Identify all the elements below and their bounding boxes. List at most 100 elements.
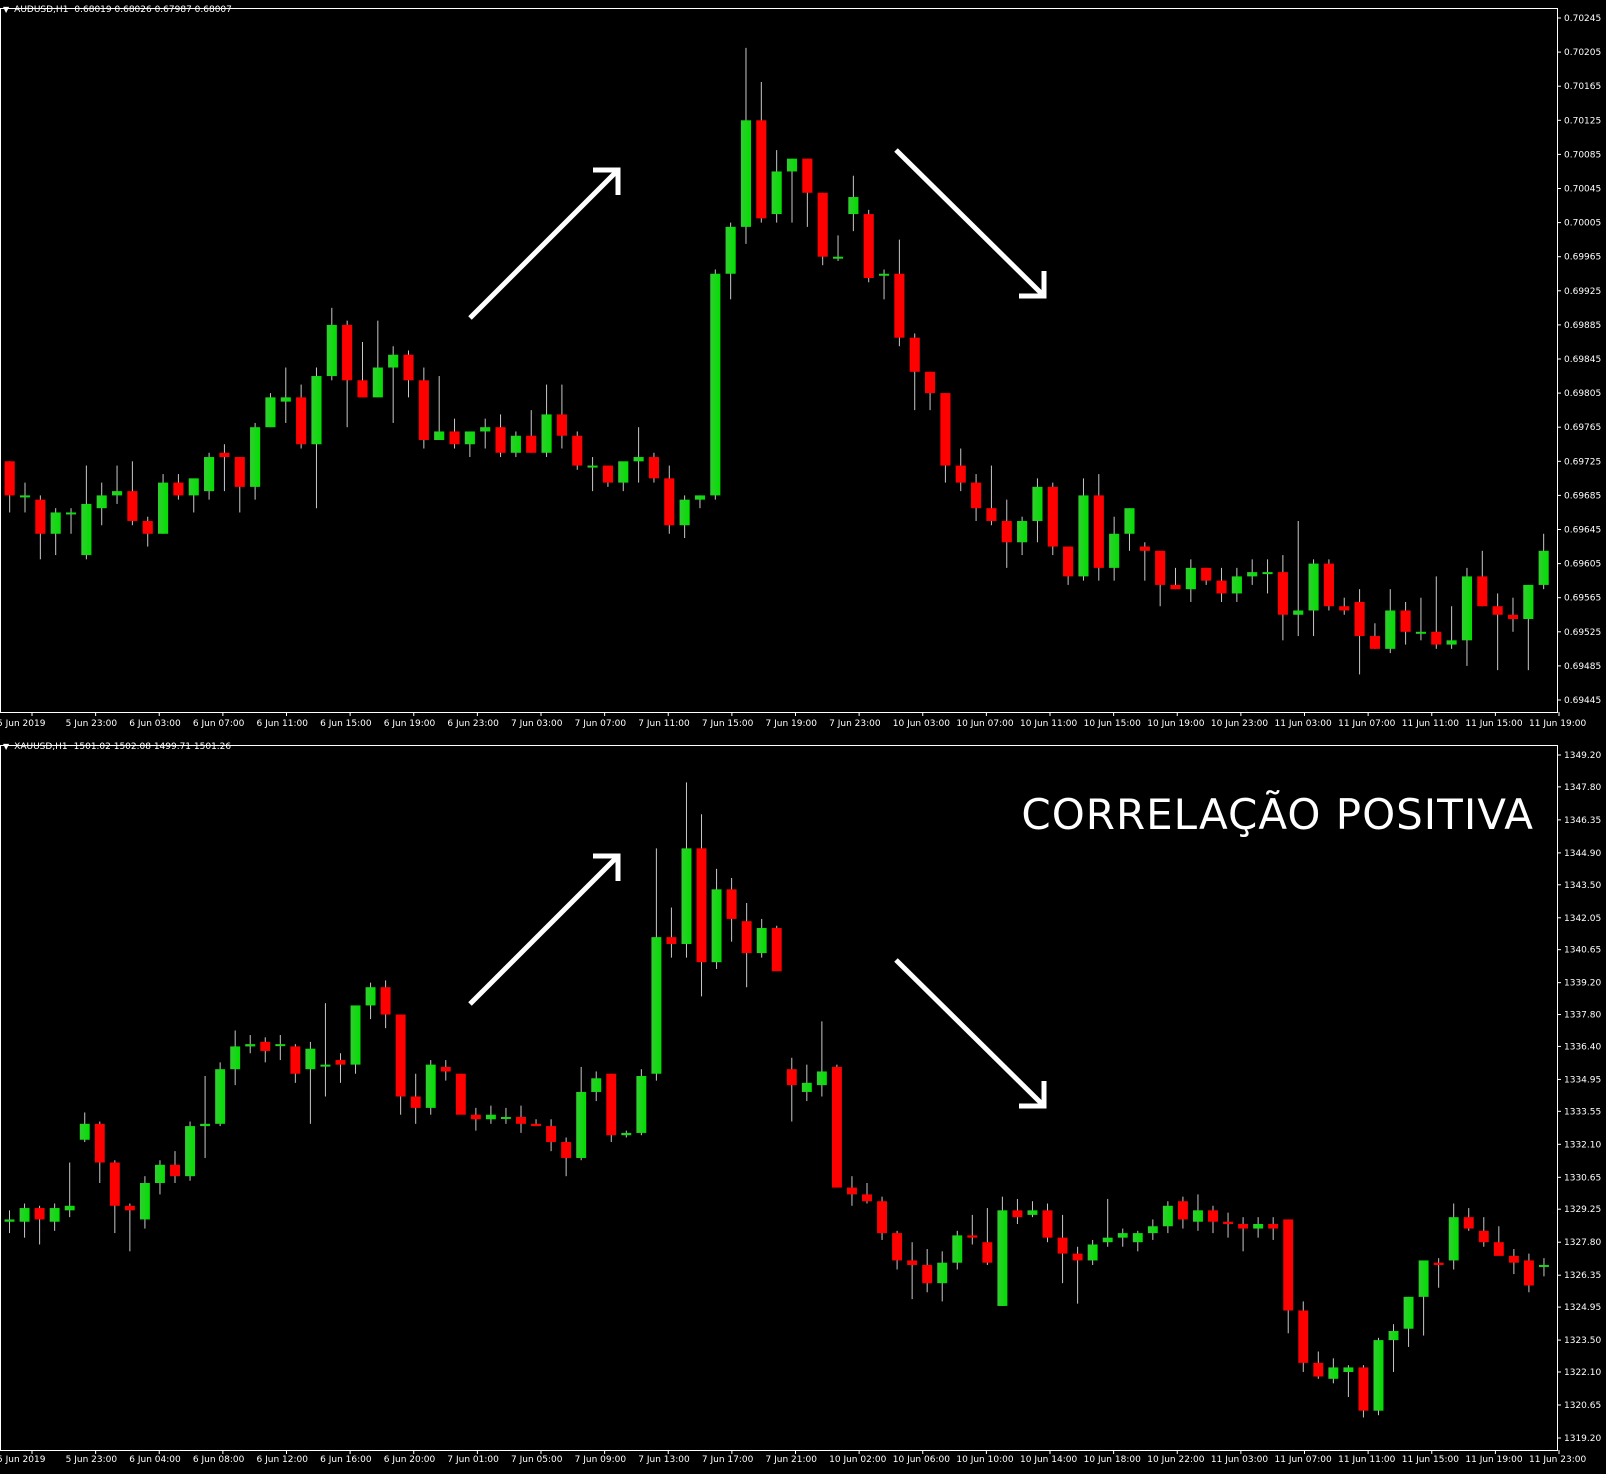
candle — [1102, 1198, 1113, 1247]
bear-candle-body — [967, 1235, 978, 1238]
candle — [388, 346, 399, 423]
bear-candle-body — [449, 431, 460, 445]
candle — [971, 474, 982, 521]
candle — [878, 269, 890, 300]
bull-candle-body — [275, 1044, 286, 1047]
bull-candle-body — [1231, 576, 1242, 594]
x-tick-label: 5 Jun 23:00 — [66, 1455, 118, 1465]
candle — [19, 1203, 30, 1238]
candle — [696, 814, 707, 997]
bull-candle-body — [1087, 1244, 1098, 1261]
bull-candle-body — [1032, 486, 1043, 521]
bear-candle-body — [1369, 636, 1380, 649]
candle — [711, 868, 722, 970]
candle — [4, 461, 15, 513]
candle — [480, 418, 491, 449]
candle — [49, 1203, 60, 1231]
bull-candle-body — [64, 1205, 75, 1211]
y-tick-label: 0.69925 — [1564, 287, 1601, 297]
bear-candle-body — [1155, 550, 1166, 585]
y-tick-label: 0.69725 — [1564, 457, 1601, 467]
candle — [1308, 559, 1319, 637]
y-tick-label: 1342.05 — [1564, 914, 1601, 924]
x-tick-label: 10 Jun 19:00 — [1147, 719, 1204, 729]
bear-candle-body — [290, 1046, 301, 1074]
bull-candle-body — [305, 1048, 316, 1070]
bull-candle-body — [618, 461, 629, 483]
bear-candle-body — [1339, 606, 1350, 611]
candle — [801, 1064, 812, 1102]
bull-candle-body — [1253, 1223, 1264, 1229]
y-tick-label: 1344.90 — [1564, 849, 1601, 859]
audusd-quote: 0.68019 0.68026 0.67987 0.68007 — [74, 5, 232, 15]
audusd-chart-header: ▼ AUDUSD,H1 0.68019 0.68026 0.67987 0.6800… — [3, 5, 232, 15]
x-tick-label: 7 Jun 03:00 — [511, 719, 563, 729]
candle — [109, 1160, 120, 1234]
bull-candle-body — [311, 376, 322, 445]
x-tick-label: 6 Jun 19:00 — [384, 719, 436, 729]
chevron-down-icon[interactable]: ▼ — [3, 5, 10, 14]
candle — [1162, 1201, 1173, 1234]
bull-candle-body — [1293, 610, 1304, 615]
candle — [1185, 559, 1196, 602]
candle — [111, 465, 123, 504]
bear-candle-body — [1298, 1310, 1309, 1363]
candle — [1177, 1196, 1188, 1229]
candle — [1262, 559, 1273, 594]
candle — [1231, 567, 1242, 602]
y-tick-label: 0.70045 — [1564, 185, 1601, 195]
bear-candle-body — [516, 1116, 526, 1124]
candle — [1538, 1258, 1549, 1277]
candle — [591, 1071, 602, 1102]
bull-candle-body — [510, 435, 521, 453]
candle — [710, 269, 721, 500]
bull-candle-body — [250, 427, 261, 487]
bear-candle-body — [648, 457, 660, 479]
bear-candle-body — [982, 1242, 993, 1263]
candle — [1538, 533, 1549, 590]
x-tick-label: 11 Jun 07:00 — [1275, 1455, 1332, 1465]
bear-candle-body — [925, 371, 936, 394]
downtrend-arrow-top — [894, 148, 1046, 298]
bull-candle-body — [1461, 576, 1473, 641]
bull-candle-body — [679, 499, 690, 526]
bull-candle-body — [1328, 1367, 1339, 1379]
y-tick-label: 0.70005 — [1564, 219, 1601, 229]
chevron-down-icon[interactable]: ▼ — [3, 742, 10, 751]
y-tick-label: 0.69845 — [1564, 355, 1601, 365]
candle — [907, 1242, 918, 1300]
bull-candle-body — [1262, 572, 1273, 575]
candle — [79, 1112, 90, 1143]
bull-candle-body — [1446, 640, 1457, 645]
candle — [230, 1030, 241, 1086]
bull-candle-body — [1078, 495, 1089, 577]
candle — [561, 1137, 572, 1177]
candle — [326, 307, 337, 381]
bear-candle-body — [1354, 601, 1365, 637]
bear-candle-body — [696, 848, 707, 963]
y-tick-label: 1332.10 — [1564, 1140, 1601, 1150]
bear-candle-body — [531, 1123, 542, 1127]
bull-candle-body — [786, 158, 798, 172]
y-tick-label: 1327.80 — [1564, 1238, 1601, 1248]
y-tick-label: 0.70085 — [1564, 150, 1601, 160]
y-tick-label: 0.69565 — [1564, 594, 1601, 604]
bull-candle-body — [771, 171, 782, 215]
bull-candle-body — [1388, 1330, 1399, 1341]
candle — [771, 150, 782, 223]
candle — [1523, 1253, 1534, 1293]
x-tick-label: 10 Jun 06:00 — [893, 1455, 950, 1465]
bull-candle-body — [1162, 1205, 1173, 1227]
candle — [311, 367, 322, 509]
candle — [526, 410, 537, 453]
x-tick-label: 6 Jun 08:00 — [193, 1455, 245, 1465]
candle — [219, 444, 230, 492]
candle — [1132, 1230, 1143, 1252]
bear-candle-body — [1477, 576, 1488, 607]
bull-candle-body — [1415, 631, 1427, 634]
bull-candle-body — [1523, 584, 1534, 620]
bull-candle-body — [19, 495, 31, 498]
bull-candle-body — [158, 482, 169, 534]
y-tick-label: 1339.20 — [1564, 979, 1601, 989]
bull-candle-body — [1192, 1210, 1203, 1222]
